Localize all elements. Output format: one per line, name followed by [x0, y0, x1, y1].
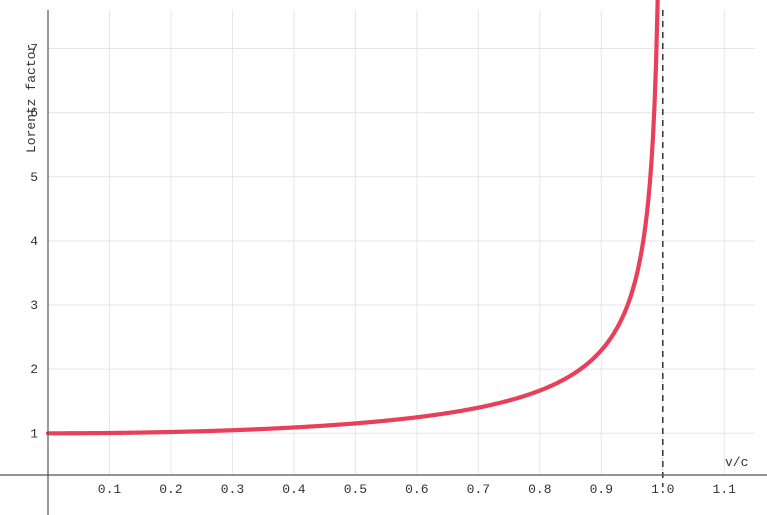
x-tick-label: 0.7: [467, 482, 490, 497]
y-tick-label: 3: [30, 298, 38, 313]
x-tick-label: 1.1: [713, 482, 737, 497]
x-tick-label: 0.3: [221, 482, 244, 497]
y-axis-label: Lorentz factor: [24, 44, 39, 153]
lorentz-curve: [48, 0, 661, 433]
y-tick-label: 4: [30, 234, 38, 249]
x-axis-label: v/c: [725, 455, 748, 470]
x-tick-label: 0.9: [590, 482, 613, 497]
x-tick-label: 0.4: [282, 482, 306, 497]
y-tick-label: 1: [30, 426, 38, 441]
lorentz-chart: 0.10.20.30.40.50.60.70.80.91.01.11234567…: [0, 0, 767, 515]
chart-svg: 0.10.20.30.40.50.60.70.80.91.01.11234567: [0, 0, 767, 515]
x-tick-label: 0.2: [159, 482, 182, 497]
y-tick-label: 5: [30, 170, 38, 185]
x-tick-label: 0.5: [344, 482, 367, 497]
x-tick-label: 1.0: [651, 482, 674, 497]
x-tick-label: 0.6: [405, 482, 428, 497]
x-tick-label: 0.1: [98, 482, 122, 497]
x-tick-label: 0.8: [528, 482, 551, 497]
y-tick-label: 2: [30, 362, 38, 377]
